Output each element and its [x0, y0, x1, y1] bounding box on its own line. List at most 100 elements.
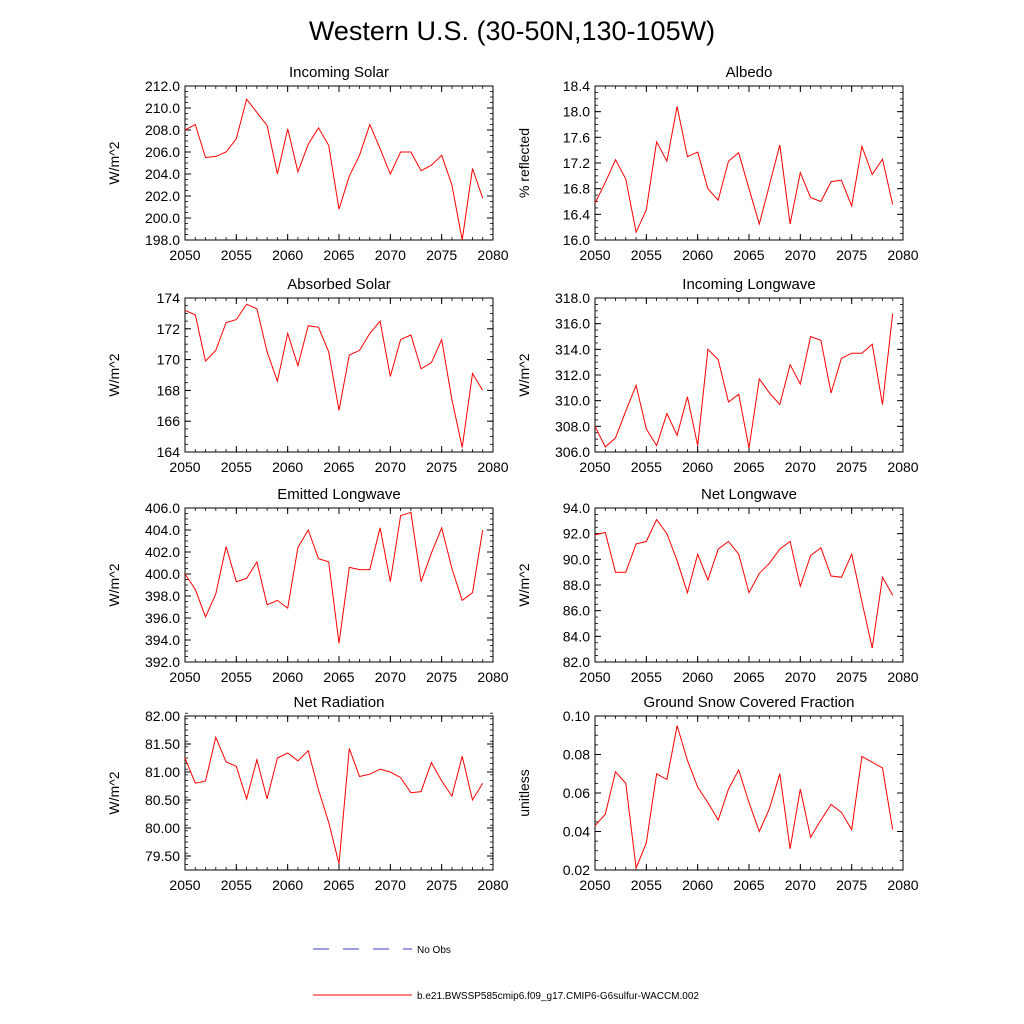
plot-frame [594, 297, 904, 453]
x-tick-label: 2065 [733, 669, 764, 685]
y-tick-label: 92.0 [563, 526, 590, 542]
panel-title: Incoming Longwave [682, 276, 815, 293]
y-tick-label: 396.0 [145, 610, 180, 626]
x-tick-label: 2060 [272, 669, 303, 685]
x-tick-label: 2075 [426, 877, 457, 893]
panel-7: 79.50 80.00 80.50 81.00 81.50 82.00 2050 2055 20… [106, 694, 509, 893]
panel-title: Incoming Solar [289, 64, 389, 81]
y-axis-label: W/m^2 [516, 353, 532, 396]
legend-model-label: b.e21.BWSSP585cmip6.f09_g17.CMIP6-G6sulf… [417, 991, 699, 1002]
series-line [184, 98, 484, 241]
y-axis-label: W/m^2 [106, 771, 122, 814]
y-tick-label: 200.0 [145, 210, 180, 226]
x-tick-label: 2055 [631, 459, 662, 475]
y-tick-label: 164 [157, 444, 181, 460]
y-tick-label: 16.4 [563, 206, 590, 222]
x-tick-label: 2060 [682, 877, 713, 893]
series-line [594, 313, 894, 449]
x-tick-label: 2050 [579, 669, 610, 685]
y-tick-label: 17.6 [563, 129, 590, 145]
y-tick-label: 80.00 [145, 820, 180, 836]
x-tick-label: 2050 [169, 247, 200, 263]
panel-title: Net Longwave [701, 486, 797, 503]
panel-title: Ground Snow Covered Fraction [644, 694, 855, 711]
x-tick-label: 2050 [169, 459, 200, 475]
y-tick-label: 174 [157, 290, 181, 306]
y-tick-label: 318.0 [555, 290, 590, 306]
panel-8: 0.02 0.04 0.06 0.08 0.10 2050 2055 2060 2065 2070… [516, 694, 919, 893]
y-tick-label: 170 [157, 352, 181, 368]
x-tick-label: 2050 [169, 877, 200, 893]
x-tick-label: 2060 [272, 459, 303, 475]
x-tick-label: 2070 [375, 877, 406, 893]
y-tick-label: 81.00 [145, 764, 180, 780]
x-tick-label: 2075 [836, 459, 867, 475]
panel-4: 306.0 308.0 310.0 312.0 314.0 316.0 318.0 2050 2… [516, 276, 919, 475]
x-tick-label: 2075 [836, 669, 867, 685]
y-tick-label: 400.0 [145, 566, 180, 582]
y-tick-label: 80.50 [145, 792, 180, 808]
y-tick-label: 18.0 [563, 104, 590, 120]
y-tick-label: 166 [157, 413, 181, 429]
plot-frame [184, 715, 494, 871]
y-axis-label: W/m^2 [106, 353, 122, 396]
y-tick-label: 18.4 [563, 78, 590, 94]
series-line [594, 106, 894, 234]
figure-title: Western U.S. (30-50N,130-105W) [309, 16, 715, 46]
y-tick-label: 94.0 [563, 500, 590, 516]
panel-5: 392.0 394.0 396.0 398.0 400.0 402.0 404.0 406.0… [106, 486, 509, 685]
y-axis-label: unitless [516, 769, 532, 816]
y-tick-label: 210.0 [145, 100, 180, 116]
y-tick-label: 81.50 [145, 736, 180, 752]
x-tick-label: 2080 [887, 459, 918, 475]
y-tick-label: 0.10 [563, 708, 590, 724]
x-tick-label: 2060 [682, 669, 713, 685]
legend: No Obs b.e21.BWSSP585cmip6.f09_g17.CMIP6… [313, 945, 699, 1002]
y-tick-label: 79.50 [145, 848, 180, 864]
y-axis-label: W/m^2 [106, 563, 122, 606]
x-tick-label: 2050 [579, 247, 610, 263]
x-tick-label: 2055 [631, 669, 662, 685]
y-axis-label: % reflected [516, 128, 532, 198]
series-line [594, 518, 894, 649]
x-tick-label: 2065 [733, 877, 764, 893]
y-tick-label: 172 [157, 321, 181, 337]
y-tick-label: 82.0 [563, 654, 590, 670]
y-tick-label: 212.0 [145, 78, 180, 94]
x-tick-label: 2070 [375, 669, 406, 685]
y-tick-label: 90.0 [563, 551, 590, 567]
panel-6: 82.0 84.0 86.0 88.0 90.0 92.0 94.0 2050 2055 2060… [516, 486, 919, 685]
plot-frame [594, 507, 904, 663]
plot-frame [184, 297, 494, 453]
x-tick-label: 2080 [887, 877, 918, 893]
plot-frame [594, 715, 904, 871]
plot-frame [184, 85, 494, 241]
y-tick-label: 84.0 [563, 628, 590, 644]
y-tick-label: 16.0 [563, 232, 590, 248]
y-tick-label: 198.0 [145, 232, 180, 248]
x-tick-label: 2075 [426, 669, 457, 685]
y-tick-label: 0.06 [563, 785, 590, 801]
x-tick-label: 2080 [477, 247, 508, 263]
y-tick-label: 168 [157, 382, 181, 398]
panel-1: 198.0 200.0 202.0 204.0 206.0 208.0 210.0 212.0… [106, 64, 509, 263]
x-tick-label: 2060 [272, 877, 303, 893]
panels: 198.0 200.0 202.0 204.0 206.0 208.0 210.0 212.0… [106, 64, 919, 893]
x-tick-label: 2055 [631, 877, 662, 893]
y-tick-label: 306.0 [555, 444, 590, 460]
y-tick-label: 208.0 [145, 122, 180, 138]
y-tick-label: 202.0 [145, 188, 180, 204]
x-tick-label: 2060 [682, 247, 713, 263]
panel-title: Albedo [726, 64, 773, 81]
x-tick-label: 2070 [785, 877, 816, 893]
y-tick-label: 17.2 [563, 155, 590, 171]
x-tick-label: 2065 [323, 459, 354, 475]
y-tick-label: 398.0 [145, 588, 180, 604]
series-line [184, 303, 484, 448]
x-tick-label: 2070 [785, 669, 816, 685]
x-tick-label: 2050 [579, 877, 610, 893]
y-tick-label: 206.0 [145, 144, 180, 160]
x-tick-label: 2070 [785, 459, 816, 475]
x-tick-label: 2080 [477, 669, 508, 685]
